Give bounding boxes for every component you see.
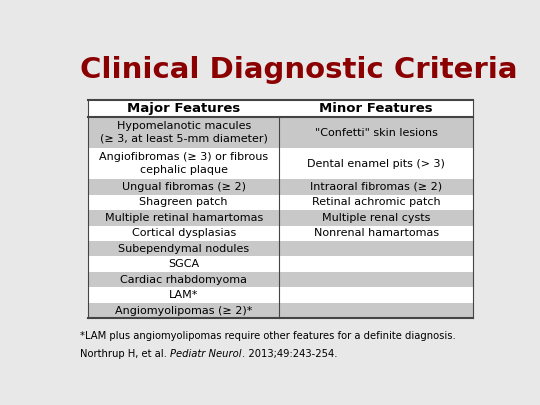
Text: Angiofibromas (≥ 3) or fibrous
cephalic plaque: Angiofibromas (≥ 3) or fibrous cephalic …	[99, 152, 268, 175]
Bar	[89, 117, 474, 148]
Text: Multiple retinal hamartomas: Multiple retinal hamartomas	[105, 213, 263, 223]
Text: LAM*: LAM*	[169, 290, 198, 300]
Text: SGCA: SGCA	[168, 259, 199, 269]
Text: Nonrenal hamartomas: Nonrenal hamartomas	[314, 228, 438, 238]
Bar	[89, 226, 474, 241]
Text: Clinical Diagnostic Criteria: Clinical Diagnostic Criteria	[80, 56, 517, 84]
Bar	[89, 288, 474, 303]
Text: Hypomelanotic macules
(≥ 3, at least 5-mm diameter): Hypomelanotic macules (≥ 3, at least 5-m…	[100, 122, 268, 144]
Bar	[89, 179, 474, 194]
Text: Minor Features: Minor Features	[319, 102, 433, 115]
Text: Cortical dysplasias: Cortical dysplasias	[132, 228, 236, 238]
Bar	[89, 194, 474, 210]
Text: Intraoral fibromas (≥ 2): Intraoral fibromas (≥ 2)	[310, 182, 442, 192]
Text: Dental enamel pits (> 3): Dental enamel pits (> 3)	[307, 159, 445, 168]
Text: Angiomyolipomas (≥ 2)*: Angiomyolipomas (≥ 2)*	[115, 306, 252, 315]
Bar	[89, 148, 474, 179]
Text: "Confetti" skin lesions: "Confetti" skin lesions	[315, 128, 437, 138]
Text: Retinal achromic patch: Retinal achromic patch	[312, 197, 441, 207]
Text: *LAM plus angiomyolipomas require other features for a definite diagnosis.: *LAM plus angiomyolipomas require other …	[80, 331, 456, 341]
Text: Northrup H, et al.: Northrup H, et al.	[80, 349, 170, 358]
Bar	[89, 100, 474, 117]
Bar	[89, 241, 474, 256]
Text: Shagreen patch: Shagreen patch	[139, 197, 228, 207]
Text: Subependymal nodules: Subependymal nodules	[118, 244, 249, 254]
Text: Cardiac rhabdomyoma: Cardiac rhabdomyoma	[120, 275, 247, 285]
Text: . 2013;49:243-254.: . 2013;49:243-254.	[241, 349, 337, 358]
Bar	[89, 256, 474, 272]
Text: Pediatr Neurol: Pediatr Neurol	[170, 349, 241, 358]
Bar	[89, 272, 474, 288]
Bar	[89, 303, 474, 318]
Text: Major Features: Major Features	[127, 102, 240, 115]
Bar	[89, 210, 474, 226]
Text: Multiple renal cysts: Multiple renal cysts	[322, 213, 430, 223]
Text: Ungual fibromas (≥ 2): Ungual fibromas (≥ 2)	[122, 182, 246, 192]
